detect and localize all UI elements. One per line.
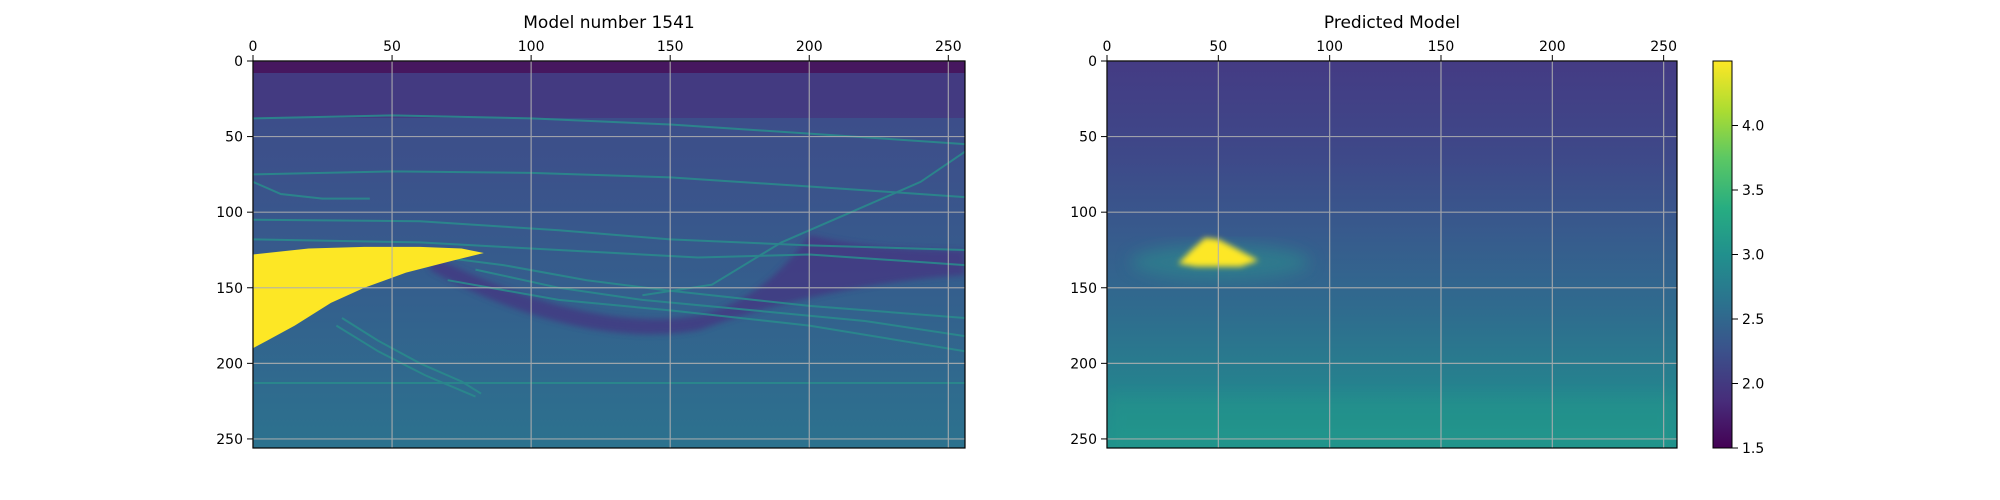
- y-tick-label: 200: [1070, 356, 1097, 372]
- title-true-model: Model number 1541: [523, 13, 694, 33]
- y-tick-label: 100: [216, 205, 243, 221]
- title-predicted-model: Predicted Model: [1324, 13, 1460, 33]
- x-tick-label: 50: [1209, 39, 1227, 55]
- x-tick-label: 0: [249, 39, 258, 55]
- y-tick-label: 150: [216, 281, 243, 297]
- colorbar-ticks: 4.0 3.5 3.0 2.5 2.0 1.5: [1732, 119, 1764, 458]
- y-tick-label: 0: [1088, 54, 1097, 70]
- x-tick-label: 150: [1428, 39, 1455, 55]
- water-layer: [253, 61, 965, 73]
- y-tick-label: 0: [234, 54, 243, 70]
- colorbar-tick-label: 1.5: [1742, 441, 1764, 457]
- y-tick-label: 150: [1070, 281, 1097, 297]
- y-tick-label: 200: [216, 356, 243, 372]
- colorbar-tick-label: 3.0: [1742, 248, 1764, 264]
- predicted-bottom-band: [1107, 395, 1677, 448]
- colorbar-tick-label: 4.0: [1742, 119, 1764, 135]
- x-tick-label: 200: [1539, 39, 1566, 55]
- y-tick-label: 250: [216, 432, 243, 448]
- x-tick-label: 250: [935, 39, 962, 55]
- colorbar-tick-label: 2.0: [1742, 377, 1764, 393]
- heatmap-true-model: [253, 61, 965, 448]
- heatmap-predicted-model: [1107, 61, 1677, 448]
- y-tick-label: 50: [1079, 130, 1097, 146]
- x-tick-label: 150: [657, 39, 684, 55]
- colorbar-gradient: [1713, 61, 1732, 448]
- y-tick-label: 50: [225, 130, 243, 146]
- colorbar-tick-label: 2.5: [1742, 312, 1764, 328]
- x-tick-label: 200: [796, 39, 823, 55]
- x-tick-label: 250: [1650, 39, 1677, 55]
- y-tick-label: 250: [1070, 432, 1097, 448]
- x-tick-label: 0: [1103, 39, 1112, 55]
- shallow-layer: [253, 73, 965, 118]
- panel-predicted-model: 0 50 100 150 200 250 0 50 100 150 200 250 Predicted…: [1070, 13, 1677, 448]
- colorbar-tick-label: 3.5: [1742, 183, 1764, 199]
- x-tick-label: 100: [518, 39, 545, 55]
- colorbar: 4.0 3.5 3.0 2.5 2.0 1.5: [1713, 61, 1764, 457]
- panel-true-model: 0 50 100 150 200 250 0 50 100 150 200 250 Model num…: [216, 13, 965, 448]
- y-tick-label: 100: [1070, 205, 1097, 221]
- x-tick-label: 100: [1316, 39, 1343, 55]
- x-tick-label: 50: [383, 39, 401, 55]
